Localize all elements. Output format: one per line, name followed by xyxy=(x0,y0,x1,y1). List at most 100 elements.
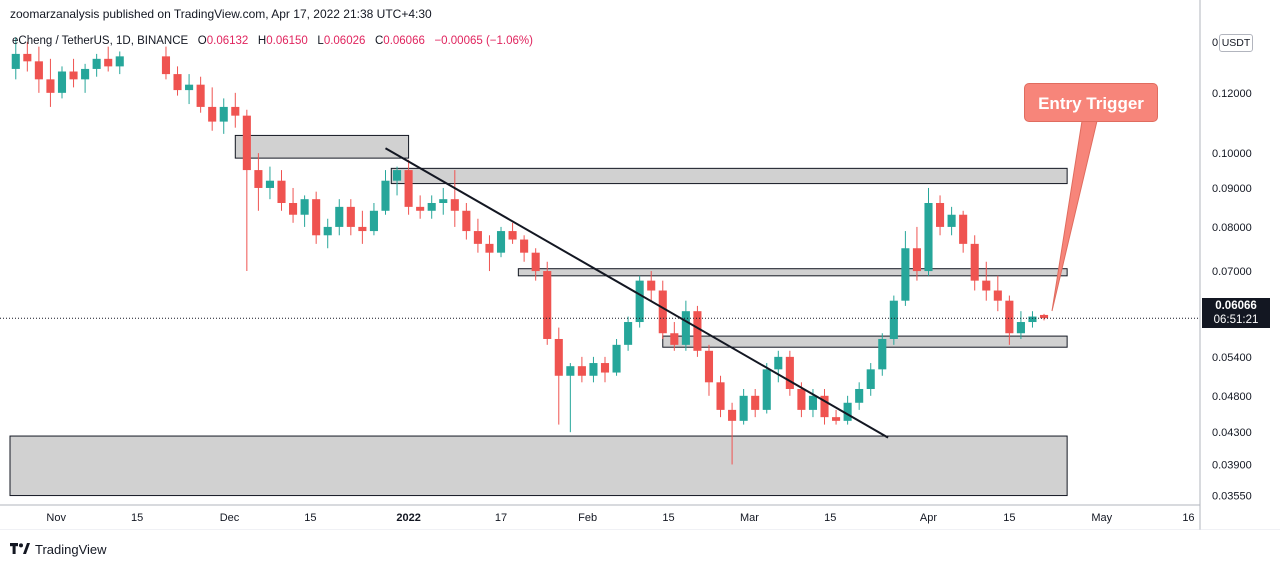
candle-body xyxy=(531,252,540,272)
candle xyxy=(196,76,205,113)
candle xyxy=(392,166,402,196)
candle-body xyxy=(970,243,979,281)
candle-body xyxy=(589,363,598,376)
candle-body xyxy=(369,210,378,232)
candle xyxy=(439,187,448,215)
candle-body xyxy=(289,202,298,215)
candle-body xyxy=(416,206,425,211)
candle xyxy=(993,275,1002,312)
candle-body xyxy=(473,231,482,244)
descending-trendline xyxy=(384,147,889,439)
candle-body xyxy=(924,202,933,272)
candle xyxy=(485,235,494,272)
candle-body xyxy=(358,226,367,232)
footer-brand[interactable]: TradingView xyxy=(10,540,107,558)
currency-badge[interactable]: USDT xyxy=(1219,34,1253,52)
candle xyxy=(889,295,898,345)
candle-body xyxy=(762,369,771,410)
close-key: C xyxy=(374,35,384,47)
candle xyxy=(866,363,875,396)
candle-body xyxy=(1016,322,1025,334)
time-tick-label: Dec xyxy=(220,512,240,524)
price-tick-label: 0.12000 xyxy=(1212,88,1252,100)
candle xyxy=(647,271,656,301)
candle-body xyxy=(381,180,390,211)
candle-body xyxy=(427,202,436,211)
candle-body xyxy=(185,84,194,91)
candle xyxy=(1005,295,1014,345)
sr-zone-1 xyxy=(234,134,410,159)
candle xyxy=(785,350,794,396)
open-value: 0.06132 xyxy=(206,35,249,47)
candle-body xyxy=(346,206,355,227)
close-value: 0.06066 xyxy=(383,35,425,47)
time-tick-label: 15 xyxy=(304,512,316,524)
time-tick-label: 15 xyxy=(1003,512,1015,524)
candle-body xyxy=(647,280,656,291)
candle xyxy=(104,46,113,72)
candle-body xyxy=(392,170,402,181)
candle xyxy=(57,66,67,99)
time-tick-label: 15 xyxy=(662,512,674,524)
candle xyxy=(1016,311,1025,339)
candlestick-chart[interactable]: 0.140000.120000.100000.090000.080000.070… xyxy=(0,0,1280,531)
candle-body xyxy=(681,311,690,345)
footer-brand-text: TradingView xyxy=(35,541,107,557)
candle-body xyxy=(219,106,228,122)
candle-body xyxy=(658,290,667,334)
chart-area[interactable]: 0.140000.120000.100000.090000.080000.070… xyxy=(0,0,1280,531)
sr-zone-3 xyxy=(517,268,1068,277)
candle-body xyxy=(774,356,783,370)
candle-body xyxy=(161,56,171,75)
low-key: L xyxy=(317,35,324,47)
candle xyxy=(81,63,90,93)
candle xyxy=(774,350,783,383)
high-key: H xyxy=(257,35,267,47)
sr-zone-2 xyxy=(390,167,1068,185)
candle xyxy=(577,356,586,383)
candle-body xyxy=(335,206,344,227)
candle xyxy=(219,98,228,134)
candle xyxy=(323,218,332,249)
candle-body xyxy=(254,170,263,188)
candle-body xyxy=(69,71,78,80)
candle xyxy=(693,305,702,357)
candle xyxy=(820,388,829,425)
candle-body xyxy=(543,271,552,339)
candle xyxy=(624,316,633,351)
time-tick-label: 17 xyxy=(495,512,507,524)
price-tick-label: 0.07000 xyxy=(1212,266,1252,278)
candle xyxy=(208,87,217,131)
candle xyxy=(531,248,540,281)
price-tick-label: 0.04300 xyxy=(1212,427,1252,439)
candle xyxy=(450,170,459,227)
candle xyxy=(704,344,714,396)
candle xyxy=(681,300,690,351)
candle-body xyxy=(612,344,621,373)
time-tick-label: 15 xyxy=(824,512,836,524)
candle xyxy=(34,46,43,93)
candle xyxy=(335,199,344,236)
entry-trigger-callout: Entry Trigger xyxy=(1024,83,1158,122)
candle xyxy=(185,74,194,105)
candle xyxy=(416,195,425,219)
candle-body xyxy=(728,409,737,421)
candle xyxy=(959,210,968,253)
candle-body xyxy=(855,388,864,403)
symbol-label[interactable]: eCheng / TetherUS, 1D, BINANCE xyxy=(12,35,189,47)
candle-body xyxy=(843,402,852,421)
candle xyxy=(161,46,171,80)
candle-body xyxy=(300,199,309,215)
candle-body xyxy=(947,214,956,227)
candle xyxy=(658,280,667,339)
candle-body xyxy=(11,53,20,69)
tradingview-logo-icon xyxy=(10,543,30,554)
candle xyxy=(543,261,552,345)
time-tick-label: 16 xyxy=(1182,512,1194,524)
high-value: 0.06150 xyxy=(266,35,308,47)
candle xyxy=(878,333,887,376)
candle xyxy=(600,356,610,383)
candle-body xyxy=(635,280,644,323)
candle xyxy=(46,58,55,107)
candle xyxy=(254,153,263,211)
